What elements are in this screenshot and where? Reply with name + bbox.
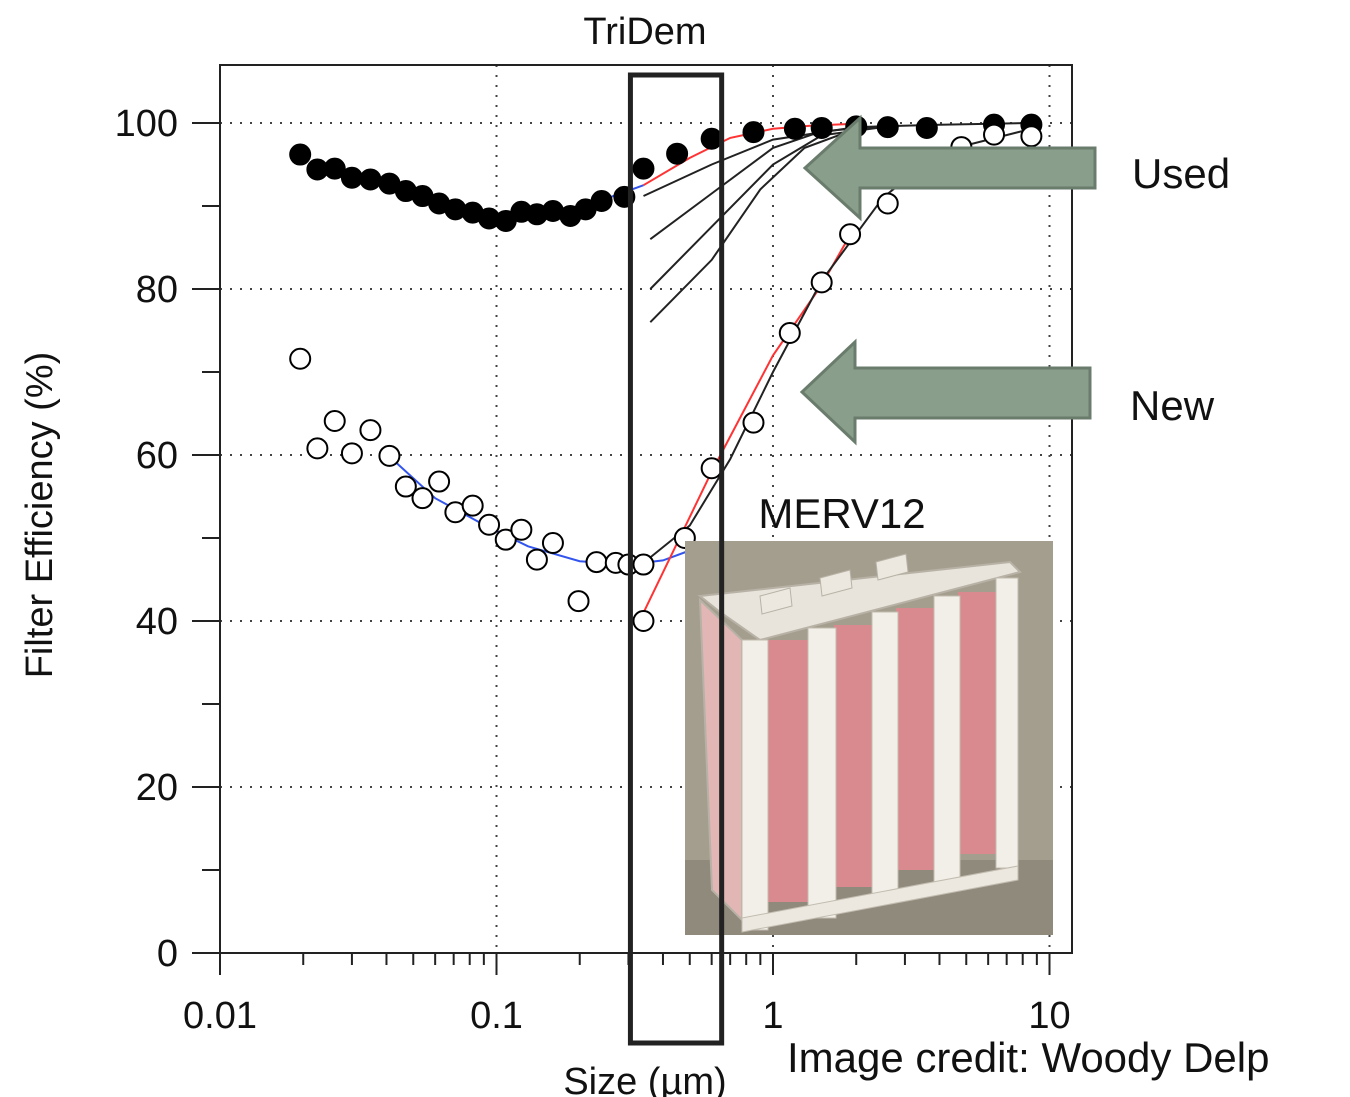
used-filter-point: [783, 117, 806, 140]
filter-pocket-head: [759, 587, 793, 615]
new-filter-point: [340, 442, 363, 465]
x-tick-label: 0.01: [183, 995, 257, 1037]
new-filter-point: [494, 528, 517, 551]
new-filter-point: [306, 437, 329, 460]
new-filter-point: [700, 457, 723, 480]
x-tick-label: 1: [762, 995, 783, 1037]
new-filter-point: [289, 347, 312, 370]
new-filter-point: [1020, 125, 1043, 148]
y-tick-label: 0: [157, 933, 178, 975]
x-tick-label: 10: [1028, 995, 1070, 1037]
new-filter-point: [378, 444, 401, 467]
used-filter-point: [323, 157, 346, 180]
new-filter-point: [461, 494, 484, 517]
new-filter-point: [428, 470, 451, 493]
new-filter-point: [478, 513, 501, 536]
filter-post: [871, 611, 899, 903]
annotation-used: Used: [1132, 150, 1230, 197]
new-filter-point: [839, 223, 862, 246]
x-tick-label: 0.1: [470, 995, 523, 1037]
chart-title: TriDem: [583, 11, 706, 53]
used-filter-point: [289, 143, 312, 166]
used-filter-point: [632, 157, 655, 180]
used-filter-point: [590, 190, 613, 213]
annotation-new: New: [1130, 382, 1215, 429]
new-filter-point: [810, 271, 833, 294]
fit-line: [649, 125, 884, 241]
new-filter-point: [510, 518, 533, 541]
highlight-band: [627, 72, 725, 1046]
used-filter-point: [876, 116, 899, 139]
plot-frame: [219, 64, 1073, 954]
new-filter-point: [742, 411, 765, 434]
image-credit: Image credit: Woody Delp: [787, 1034, 1269, 1081]
filter-post: [995, 577, 1019, 869]
y-tick-label: 40: [136, 601, 178, 643]
new-filter-point: [778, 321, 801, 344]
used-filter-point: [700, 127, 723, 150]
new-filter-point: [983, 123, 1006, 146]
filter-pocket: [896, 608, 938, 870]
filter-pocket-head: [875, 553, 909, 581]
photo-label: MERV12: [758, 490, 925, 537]
filter-pocket: [958, 592, 998, 854]
arrow-used: [802, 114, 1097, 222]
fit-line: [649, 127, 857, 323]
new-filter-point: [541, 531, 564, 554]
y-tick-label: 20: [136, 767, 178, 809]
used-filter-point: [340, 166, 363, 189]
new-filter-point: [411, 487, 434, 510]
x-axis: 0.01 0.1 1 10: [183, 953, 1071, 1037]
new-filter-point: [359, 419, 382, 442]
used-filter-point: [666, 142, 689, 165]
filter-post: [741, 639, 769, 931]
y-axis: 0 20 40 60 80 100: [115, 103, 220, 975]
used-filter-point: [810, 116, 833, 139]
new-filter-point: [394, 475, 417, 498]
new-filter-point: [632, 553, 655, 576]
y-tick-label: 80: [136, 269, 178, 311]
used-filter-point: [915, 116, 938, 139]
filter-frame-bottom: [741, 865, 1019, 933]
used-filter-point: [359, 168, 382, 191]
new-filter-point: [323, 409, 346, 432]
x-axis-title: Size (µm): [563, 1061, 726, 1097]
filter-pocket-head: [819, 569, 853, 597]
filter-photo: [685, 541, 1053, 935]
filter-post: [933, 595, 961, 887]
used-filter-point: [742, 121, 765, 144]
new-filter-point: [876, 192, 899, 215]
y-axis-title: Filter Efficiency (%): [19, 352, 61, 679]
new-filter-point: [585, 551, 608, 574]
new-filter-point: [525, 548, 548, 571]
y-tick-label: 100: [115, 103, 178, 145]
y-tick-label: 60: [136, 435, 178, 477]
filter-post: [807, 627, 837, 919]
new-filter-point: [567, 590, 590, 613]
filter-frame-top: [697, 560, 1022, 642]
new-filter-point: [632, 610, 655, 632]
data-points: [289, 113, 1043, 632]
arrow-new: [799, 338, 1092, 446]
